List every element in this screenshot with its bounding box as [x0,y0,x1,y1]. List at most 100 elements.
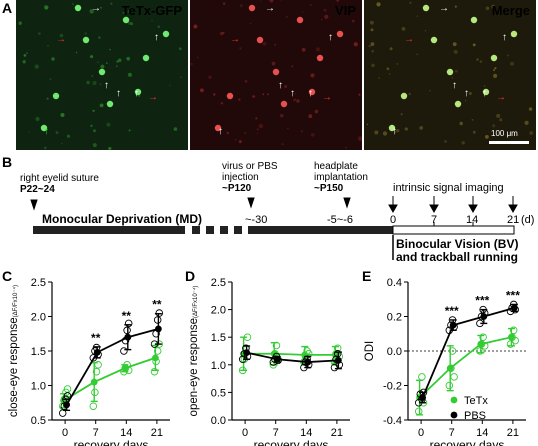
micrograph-speckle [468,92,472,95]
micrograph-speckle [91,75,93,77]
micrograph-speckle [371,63,375,68]
micrograph-speckle [396,129,400,133]
micrograph-cell [106,100,114,108]
pbs-individual-point [124,319,133,328]
micrograph-speckle [476,58,479,61]
arrow-icon: ↑ [290,88,295,99]
tetx-mean-point [477,340,485,348]
micrograph-speckle [109,48,111,51]
red-arrow-icon: → [148,92,158,103]
y-tick-label: 0.0 [211,415,226,427]
micrograph-speckle [252,95,255,98]
micrograph-speckle [92,143,97,148]
micrograph-speckle [483,85,486,87]
micrograph-speckle [321,18,323,21]
micrograph-cell [510,30,518,38]
micrograph-speckle [529,131,533,135]
tetx-individual-point [150,367,159,376]
micrograph-speckle [169,84,171,87]
scale-bar [489,141,529,144]
micrograph-cell [134,88,142,96]
headplate-arrow-icon [343,197,351,209]
md-bar-dash [234,226,242,234]
micrograph-speckle [302,11,304,14]
micrograph-speckle [323,8,327,12]
x-tick-label: 7 [273,427,279,439]
micrograph-speckle [371,49,374,53]
micrograph-speckle [285,15,288,18]
micrograph-speckle [378,77,380,79]
micrograph-merge: → ↑ ↑ ↑ ↑ ↑ → → Merge 100 μm [364,0,536,150]
micrograph-speckle [222,2,226,5]
tick-label: 0 [390,214,396,226]
micrograph-speckle [49,78,52,81]
tetx-individual-point [92,367,101,376]
micrograph-cell [40,124,48,132]
tetx-series-line [418,336,512,399]
suture-label: right eyelid suture [20,173,99,184]
arrow-icon: ↑ [278,80,283,91]
arrow-icon: ↑ [328,32,333,43]
y-tick-label: 2.0 [211,305,226,317]
scale-bar-label: 100 μm [491,129,518,138]
micrograph-speckle [259,0,262,3]
micrograph-speckle [108,146,112,151]
micrograph-cell [82,36,90,44]
tetx-individual-point [153,347,162,355]
micrograph-speckle [59,33,64,38]
y-tick-label: 2.0 [31,312,46,324]
micrograph-speckle [220,102,224,105]
tick-label: 21 [507,214,519,226]
injection-arrow-icon [247,197,255,209]
micrograph-speckle [368,45,371,48]
pbs-series-line [246,351,339,363]
micrograph-speckle [269,0,274,3]
pbs-mean-point [243,349,251,357]
micrograph-speckle [92,109,95,112]
micrograph-speckle [507,54,509,57]
micrograph-cell [162,30,170,38]
micrograph-speckle [34,64,39,69]
micrograph-speckle [99,103,104,108]
micrograph-vip: → ↑ ↑ ↑ ↑ ↑ → → VIP [190,0,363,150]
micrograph-speckle [35,117,40,121]
x-tick-label: 14 [476,427,488,439]
panel-e-letter: E [362,268,372,284]
micrograph-speckle [491,4,496,9]
legend-pbs-marker [450,411,458,419]
x-tick-label: 21 [331,427,343,439]
micrograph-speckle [220,31,224,36]
micrograph-speckle [157,25,160,28]
y-tick-label: -0.2 [383,381,402,393]
pbs-series-line [65,328,159,406]
micrograph-speckle [51,57,55,61]
micrograph-speckle [472,130,476,134]
micrograph-speckle [370,20,374,25]
micrograph-speckle [122,11,125,15]
panel-d-letter: D [185,268,196,284]
micrograph-speckle [324,14,329,19]
micrograph-speckle [524,120,529,125]
pbs-mean-point [63,401,71,409]
arrow-icon: → [91,3,101,14]
micrograph-cell [226,92,234,100]
micrograph-cell [272,68,280,76]
tetx-individual-point [445,381,454,390]
micrograph-cell [214,124,222,132]
micrograph-speckle [110,2,113,5]
micrograph-speckle [151,19,153,22]
micrograph-speckle [271,61,276,66]
micrograph-cell [280,100,288,108]
y-tick-label: 0.2 [387,312,402,324]
micrograph-speckle [226,131,230,135]
md-bar [33,226,185,234]
micrograph-cell [98,68,106,76]
micrograph-speckle [60,113,65,117]
pbs-mean-point [273,355,281,363]
micrograph-speckle [454,5,457,8]
pbs-mean-point [304,358,312,366]
micrograph-speckle [22,60,26,64]
imaging-arrow-21-head-icon [508,204,518,214]
micrograph-speckle [493,73,498,78]
micrograph-speckle [493,69,495,72]
